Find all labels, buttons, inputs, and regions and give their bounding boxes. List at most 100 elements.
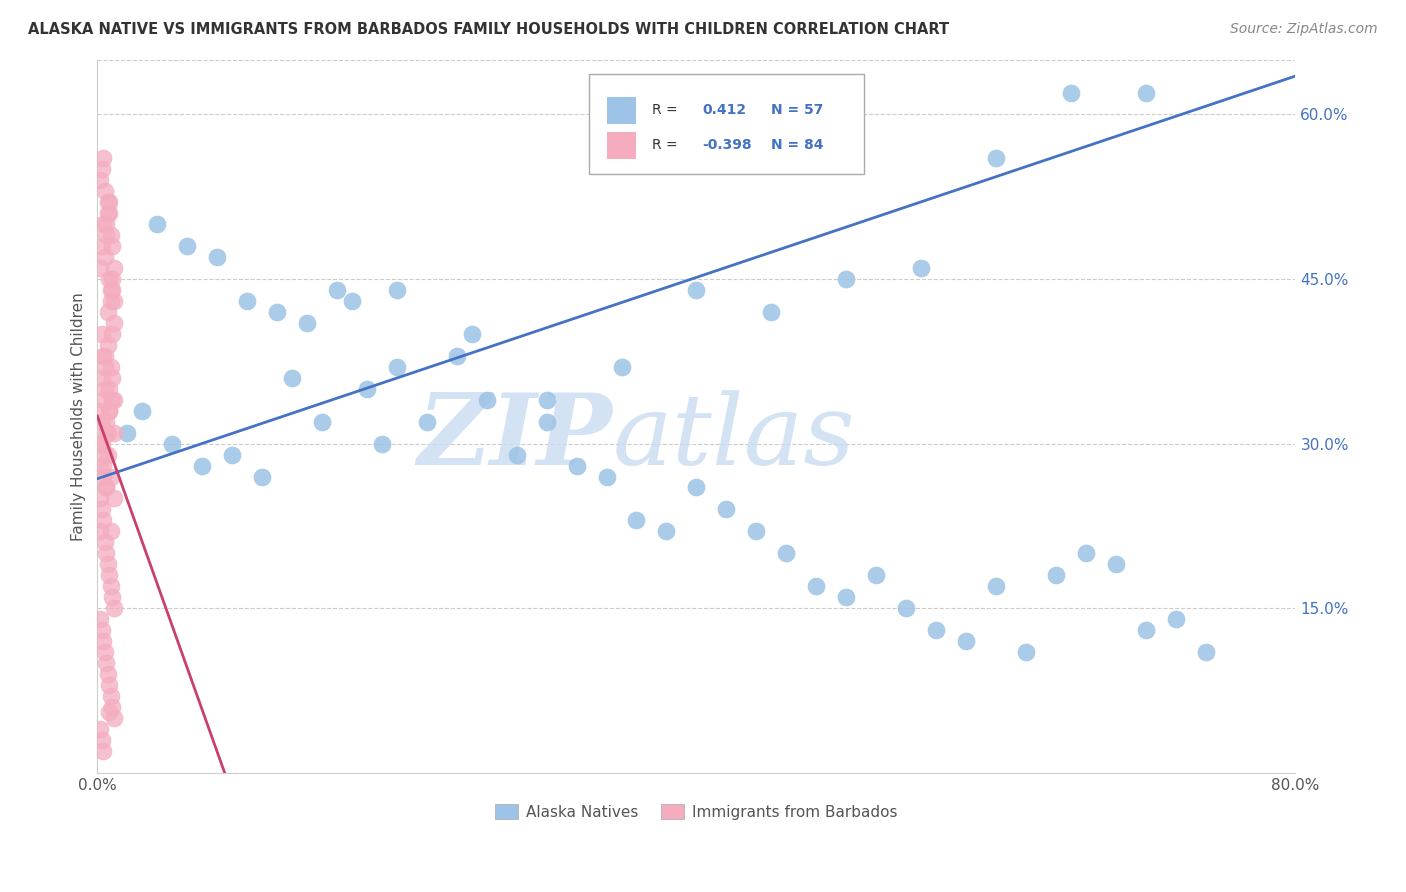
Legend: Alaska Natives, Immigrants from Barbados: Alaska Natives, Immigrants from Barbados: [489, 797, 904, 826]
Point: [94, 184, 117, 198]
Point: [835, 591, 858, 605]
Point: [97, 206, 120, 220]
Point: [955, 634, 977, 648]
Point: [1135, 86, 1157, 100]
Point: [685, 481, 707, 495]
Point: [90, 371, 112, 385]
Point: [96, 228, 118, 243]
Point: [461, 326, 484, 341]
Point: [89, 524, 111, 539]
Point: [101, 371, 124, 385]
Point: [90, 239, 112, 253]
Point: [103, 491, 125, 506]
Point: [98, 706, 121, 720]
Point: [385, 283, 408, 297]
Point: [96, 481, 118, 495]
Point: [100, 293, 122, 308]
Point: [250, 469, 273, 483]
Point: [1074, 546, 1097, 560]
Point: [1164, 612, 1187, 626]
Point: [101, 239, 124, 253]
Point: [93, 513, 115, 527]
Point: [100, 283, 122, 297]
Point: [205, 250, 228, 264]
Point: [93, 217, 115, 231]
Point: [96, 217, 118, 231]
Point: [505, 448, 527, 462]
Point: [89, 261, 111, 276]
Point: [716, 502, 738, 516]
Point: [98, 195, 121, 210]
Point: [93, 458, 115, 473]
Point: [685, 283, 707, 297]
Point: [97, 667, 120, 681]
Point: [610, 359, 633, 374]
Point: [340, 293, 363, 308]
Point: [97, 425, 120, 440]
Point: [93, 744, 115, 758]
Point: [90, 436, 112, 450]
Point: [295, 316, 318, 330]
Point: [416, 415, 439, 429]
Point: [89, 458, 111, 473]
Point: [1135, 623, 1157, 637]
FancyBboxPatch shape: [606, 96, 637, 124]
Point: [984, 152, 1007, 166]
Point: [90, 623, 112, 637]
Point: [100, 689, 122, 703]
Point: [1060, 86, 1083, 100]
Text: 0.412: 0.412: [703, 103, 747, 117]
Point: [385, 359, 408, 374]
Point: [356, 382, 378, 396]
Point: [925, 623, 948, 637]
Point: [176, 239, 198, 253]
Point: [93, 469, 115, 483]
Point: [90, 326, 112, 341]
Point: [98, 568, 121, 582]
Point: [94, 448, 117, 462]
Point: [1105, 558, 1128, 572]
Point: [103, 293, 125, 308]
Point: [101, 272, 124, 286]
Point: [266, 305, 288, 319]
Point: [745, 524, 768, 539]
FancyBboxPatch shape: [606, 132, 637, 160]
Point: [97, 338, 120, 352]
Point: [101, 283, 124, 297]
FancyBboxPatch shape: [589, 74, 865, 174]
Point: [236, 293, 259, 308]
Point: [101, 326, 124, 341]
Point: [103, 261, 125, 276]
Point: [94, 359, 117, 374]
Point: [865, 568, 887, 582]
Point: [221, 448, 243, 462]
Point: [89, 722, 111, 736]
Point: [281, 371, 304, 385]
Point: [98, 206, 121, 220]
Point: [96, 546, 118, 560]
Point: [93, 152, 115, 166]
Text: N = 57: N = 57: [770, 103, 823, 117]
Point: [96, 656, 118, 670]
Point: [311, 415, 333, 429]
Point: [894, 601, 917, 615]
Point: [103, 316, 125, 330]
Text: Source: ZipAtlas.com: Source: ZipAtlas.com: [1230, 22, 1378, 37]
Point: [100, 359, 122, 374]
Point: [1045, 568, 1067, 582]
Point: [96, 425, 118, 440]
Point: [93, 392, 115, 407]
Point: [101, 392, 124, 407]
Point: [94, 535, 117, 549]
Text: ZIP: ZIP: [418, 389, 613, 486]
Point: [98, 678, 121, 692]
Point: [98, 272, 121, 286]
Text: R =: R =: [652, 138, 678, 153]
Point: [655, 524, 678, 539]
Point: [89, 612, 111, 626]
Point: [103, 711, 125, 725]
Point: [96, 481, 118, 495]
Point: [94, 645, 117, 659]
Text: ALASKA NATIVE VS IMMIGRANTS FROM BARBADOS FAMILY HOUSEHOLDS WITH CHILDREN CORREL: ALASKA NATIVE VS IMMIGRANTS FROM BARBADO…: [28, 22, 949, 37]
Point: [146, 217, 169, 231]
